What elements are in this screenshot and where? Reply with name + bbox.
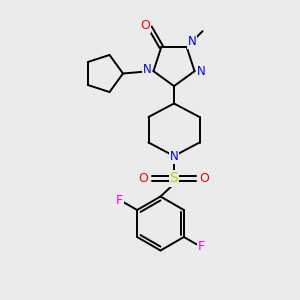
Text: S: S <box>169 172 178 185</box>
Text: F: F <box>116 194 123 208</box>
Text: N: N <box>142 63 151 76</box>
Text: N: N <box>169 150 178 163</box>
Text: F: F <box>198 239 205 253</box>
Text: N: N <box>188 35 197 48</box>
Text: O: O <box>139 172 148 185</box>
Text: N: N <box>197 65 206 78</box>
Text: O: O <box>141 20 151 32</box>
Text: O: O <box>200 172 209 185</box>
